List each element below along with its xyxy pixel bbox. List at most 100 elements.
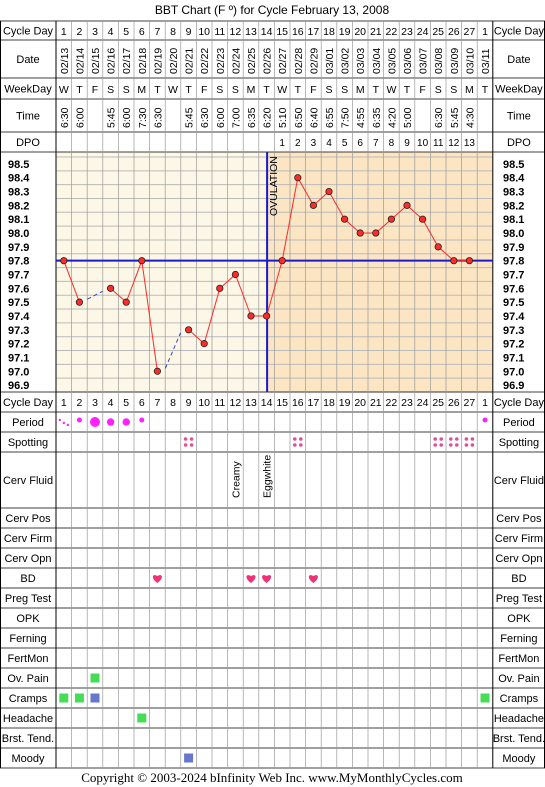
row-label-right-ferning: Ferning xyxy=(500,633,537,645)
cycle-day-cell: 8 xyxy=(170,26,176,38)
cycle-day-cell-lower: 20 xyxy=(354,397,366,409)
weekday-cell: T xyxy=(404,84,411,96)
cycle-day-cell: 23 xyxy=(401,26,413,38)
spotting-dot xyxy=(449,437,453,441)
temp-segment xyxy=(141,260,158,372)
y-tick-left: 97.5 xyxy=(8,297,29,309)
cerv-fluid-note: Creamy xyxy=(230,460,242,498)
date-cell: 02/17 xyxy=(121,48,133,74)
weekday-cell: S xyxy=(123,84,130,96)
period-marker xyxy=(139,417,145,423)
date-cell: 02/24 xyxy=(230,48,242,74)
time-cell: 5:00 xyxy=(402,107,414,128)
cycle-day-cell: 14 xyxy=(261,26,273,38)
date-cell: 02/16 xyxy=(106,48,118,74)
temp-point xyxy=(418,215,427,223)
y-tick-left: 97.4 xyxy=(8,311,30,323)
weekday-cell: F xyxy=(92,84,98,96)
date-cell: 03/08 xyxy=(433,48,445,74)
y-tick-left: 97.3 xyxy=(8,325,29,337)
row-label-left-brst_tend: Brst. Tend. xyxy=(2,733,54,745)
row-label-left-cycle_day: Cycle Day xyxy=(3,26,54,38)
temp-point xyxy=(340,215,349,223)
footer-copyright: Copyright © 2003-2024 bInfinity Web Inc.… xyxy=(81,770,462,785)
cycle-day-cell: 2 xyxy=(76,26,82,38)
weekday-cell: T xyxy=(263,84,270,96)
row-label-left-ov_pain: Ov. Pain xyxy=(7,673,48,685)
y-tick-left: 98.5 xyxy=(8,159,29,171)
y-tick-right: 97.2 xyxy=(503,339,524,351)
spotting-dot xyxy=(439,437,444,441)
row-label-right-moody: Moody xyxy=(502,753,536,765)
dpo-cell: 8 xyxy=(389,138,395,149)
y-tick-right: 98.0 xyxy=(503,228,524,240)
spotting-dot xyxy=(455,443,459,447)
row-label-left-cerv_firm: Cerv Firm xyxy=(4,533,52,545)
cycle-day-cell-lower: 26 xyxy=(448,397,460,409)
spotting-dot xyxy=(183,437,188,441)
cramps-marker xyxy=(74,693,84,703)
cycle-day-cell: 10 xyxy=(198,26,210,38)
y-tick-left: 97.6 xyxy=(8,283,29,295)
period-marker xyxy=(122,418,130,426)
spotting-dot xyxy=(439,443,444,447)
row-label-left-preg_test: Preg Test xyxy=(5,593,51,605)
row-label-right-cerv_pos: Cerv Pos xyxy=(496,513,542,525)
period-marker xyxy=(482,417,488,423)
y-tick-left: 97.2 xyxy=(8,339,29,351)
y-tick-right: 98.2 xyxy=(503,200,524,212)
y-tick-right: 97.1 xyxy=(503,352,524,364)
temp-segment xyxy=(125,260,143,303)
spotting-dot xyxy=(449,443,453,447)
bd-heart-icon xyxy=(308,575,318,583)
date-cell: 02/22 xyxy=(199,48,211,74)
temp-segment xyxy=(203,288,221,344)
ovulation-label: OVULATION xyxy=(268,156,280,216)
spotting-dot xyxy=(464,437,469,441)
y-tick-left: 98.2 xyxy=(8,200,29,212)
spotting-dot xyxy=(470,437,475,441)
dpo-cell: 11 xyxy=(433,138,444,149)
cramps-marker xyxy=(480,693,490,703)
moody-marker xyxy=(184,753,194,763)
dpo-cell: 9 xyxy=(404,138,410,149)
row-label-right-preg_test: Preg Test xyxy=(496,593,542,605)
row-label-left-cerv_fluid: Cerv Fluid xyxy=(3,475,53,487)
cycle-day-cell: 25 xyxy=(432,26,444,38)
temp-point xyxy=(231,270,239,279)
cycle-day-cell-lower: 7 xyxy=(154,397,160,409)
date-cell: 02/28 xyxy=(293,48,305,74)
cycle-day-cell-lower: 1 xyxy=(482,397,488,409)
y-tick-left: 97.8 xyxy=(8,256,29,268)
period-marker xyxy=(90,417,100,427)
cycle-day-cell: 24 xyxy=(417,26,429,38)
cycle-day-cell-lower: 8 xyxy=(170,397,176,409)
weekday-cell: S xyxy=(341,84,348,96)
time-cell: 6:20 xyxy=(262,107,274,128)
cycle-day-cell-lower: 16 xyxy=(292,397,304,409)
weekday-cell: M xyxy=(465,84,474,96)
row-label-left-cerv_opn: Cerv Opn xyxy=(4,553,51,565)
spotting-dot xyxy=(464,443,469,447)
spotting-dot xyxy=(299,437,303,441)
row-label-left-fertmon: FertMon xyxy=(8,653,49,665)
dpo-cell: 4 xyxy=(326,138,332,149)
y-tick-left: 98.1 xyxy=(8,214,29,226)
time-cell: 6:50 xyxy=(293,107,305,128)
temp-point xyxy=(60,257,68,265)
cycle-day-cell: 9 xyxy=(186,26,192,38)
row-label-right-headache: Headache xyxy=(494,713,544,725)
cycle-day-cell-lower: 11 xyxy=(214,397,225,409)
temp-point xyxy=(278,257,286,265)
cycle-day-cell: 16 xyxy=(292,26,304,38)
date-cell: 03/11 xyxy=(480,48,492,74)
date-cell: 03/04 xyxy=(371,48,383,74)
time-cell: 5:45 xyxy=(184,107,196,128)
date-cell: 03/03 xyxy=(355,48,367,74)
cycle-day-cell: 19 xyxy=(339,26,351,38)
row-label-right-cramps: Cramps xyxy=(500,693,539,705)
weekday-cell: W xyxy=(59,84,69,96)
temp-point xyxy=(372,229,380,237)
date-cell: 02/21 xyxy=(184,48,196,74)
